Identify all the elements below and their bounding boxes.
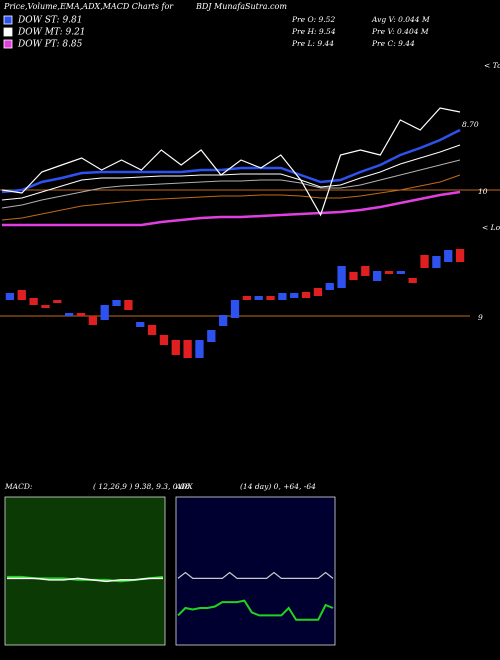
candle xyxy=(242,296,251,300)
legend-text: DOW MT: 9.21 xyxy=(17,28,86,38)
candle xyxy=(290,293,299,298)
candle xyxy=(53,300,62,303)
candle xyxy=(384,271,394,274)
panel-background xyxy=(4,496,166,646)
site-name: BDJ MunafaSutra.com xyxy=(195,2,287,11)
candle xyxy=(195,340,204,358)
annotation: < Lows xyxy=(482,223,500,232)
candle xyxy=(147,325,157,335)
candle xyxy=(361,266,370,276)
candle xyxy=(100,305,109,320)
candle xyxy=(278,293,287,300)
series-line xyxy=(2,190,461,227)
y-tick-label: 10 xyxy=(478,187,488,196)
stat-text: Pre L: 9.44 xyxy=(291,39,334,48)
series-line xyxy=(177,571,334,580)
page-title: Price,Volume,EMA,ADX,MACD Charts for xyxy=(3,2,174,11)
candle xyxy=(396,271,405,274)
series-line xyxy=(1,174,461,221)
y-tick-label: 9 xyxy=(478,313,483,322)
candle xyxy=(230,300,240,318)
candle xyxy=(17,290,26,300)
candle xyxy=(219,315,228,326)
candle xyxy=(337,266,346,288)
stat-text: Pre C: 9.44 xyxy=(371,39,415,48)
stat-text: Pre V: 0.404 M xyxy=(371,27,429,36)
candle xyxy=(349,272,358,280)
candle xyxy=(313,288,323,296)
legend-swatch xyxy=(3,39,13,49)
annotation: 8.70 xyxy=(462,120,479,129)
candle xyxy=(88,316,97,325)
candle xyxy=(112,300,121,306)
series-line xyxy=(1,144,461,201)
candle xyxy=(408,278,417,283)
series-line xyxy=(7,577,163,583)
panel-background xyxy=(175,496,336,646)
candle xyxy=(136,322,145,327)
candle xyxy=(266,296,275,300)
candle xyxy=(5,293,15,300)
legend-text: DOW PT: 8.85 xyxy=(17,40,83,50)
annotation: < Tops xyxy=(484,61,500,70)
candle xyxy=(373,271,382,281)
series-line xyxy=(1,128,461,194)
candle xyxy=(432,256,441,268)
candle xyxy=(455,249,465,262)
candle xyxy=(171,340,180,355)
panel-title: MACD: xyxy=(4,482,33,491)
panel-subtitle: (14 day) 0, +64, -64 xyxy=(240,482,316,491)
series-line xyxy=(1,107,461,217)
stat-text: Avg V: 0.044 M xyxy=(371,15,430,24)
candle xyxy=(301,292,311,298)
candle xyxy=(76,313,86,316)
candle xyxy=(183,340,192,358)
candle xyxy=(325,283,334,290)
candle xyxy=(254,296,263,300)
series-line xyxy=(1,159,461,209)
candle xyxy=(124,300,133,310)
panel-subtitle: ( 12,26,9 ) 9.38, 9.3, 0.08 xyxy=(93,482,190,491)
candle xyxy=(444,250,453,262)
legend-text: DOW ST: 9.81 xyxy=(17,16,83,26)
series-line xyxy=(177,599,334,621)
panel-title: ADX xyxy=(175,482,193,491)
legend-swatch xyxy=(3,15,13,25)
candle xyxy=(29,298,38,305)
candle xyxy=(207,330,216,342)
stat-text: Pre O: 9.52 xyxy=(291,15,335,24)
candle xyxy=(65,313,74,316)
candle xyxy=(41,305,50,308)
candle xyxy=(420,255,429,268)
legend-swatch xyxy=(3,27,13,37)
stat-text: Pre H: 9.54 xyxy=(291,27,336,36)
candle xyxy=(159,335,169,345)
